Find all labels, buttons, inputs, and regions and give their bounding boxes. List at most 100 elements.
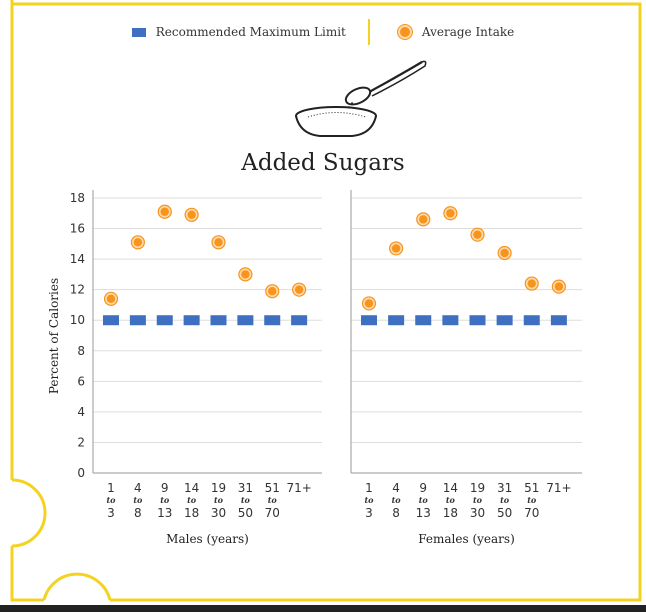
y-tick-label: 2 bbox=[77, 435, 85, 449]
x-tick-label: 13 bbox=[416, 506, 431, 520]
intake-marker bbox=[527, 279, 536, 288]
x-tick-label: 30 bbox=[211, 506, 226, 520]
x-tick-label: 30 bbox=[470, 506, 485, 520]
y-tick-label: 10 bbox=[70, 313, 85, 327]
intake-marker bbox=[160, 207, 169, 216]
limit-marker bbox=[361, 315, 377, 326]
intake-marker bbox=[500, 248, 509, 258]
x-tick-label: 70 bbox=[265, 506, 280, 520]
x-tick-label: to bbox=[364, 495, 374, 505]
limit-marker bbox=[469, 315, 486, 326]
x-tick-label: to bbox=[446, 495, 456, 505]
legend-label-intake: Average Intake bbox=[421, 25, 515, 39]
y-tick-label: 14 bbox=[70, 252, 85, 266]
x-tick-label: 50 bbox=[238, 506, 253, 520]
intake-marker bbox=[241, 270, 250, 279]
x-tick-label: 9 bbox=[161, 481, 169, 495]
x-tick-label: 14 bbox=[184, 481, 199, 495]
y-tick-label: 16 bbox=[70, 222, 85, 236]
intake-marker bbox=[446, 209, 455, 218]
limit-marker bbox=[129, 315, 146, 326]
intake-marker bbox=[364, 299, 374, 308]
y-tick-label: 8 bbox=[77, 344, 85, 358]
limit-marker bbox=[210, 315, 227, 326]
intake-marker bbox=[268, 286, 277, 296]
limit-marker bbox=[237, 315, 254, 326]
limit-marker bbox=[103, 315, 119, 326]
x-tick-label: 4 bbox=[134, 481, 142, 495]
y-axis-label: Percent of Calories bbox=[47, 278, 61, 394]
limit-marker bbox=[388, 315, 405, 326]
y-tick-label: 0 bbox=[77, 466, 85, 480]
x-tick-label: 18 bbox=[184, 506, 199, 520]
x-axis-label: Females (years) bbox=[418, 532, 515, 546]
x-tick-label: 9 bbox=[419, 481, 427, 495]
x-tick-label: 1 bbox=[365, 481, 373, 495]
legend-dot-icon bbox=[397, 25, 412, 39]
legend-item-limit: Recommended Maximum Limit bbox=[131, 25, 346, 39]
x-tick-label: 4 bbox=[392, 481, 400, 495]
x-tick-label: to bbox=[106, 495, 116, 505]
intake-marker bbox=[187, 210, 196, 220]
intake-marker bbox=[106, 294, 116, 304]
limit-marker bbox=[442, 315, 459, 326]
x-tick-label: 13 bbox=[157, 506, 172, 520]
intake-marker bbox=[554, 282, 564, 291]
x-tick-label: to bbox=[214, 495, 224, 505]
intake-marker bbox=[473, 230, 482, 239]
x-tick-label: to bbox=[133, 495, 143, 505]
x-tick-label: 19 bbox=[211, 481, 226, 495]
legend-item-intake: Average Intake bbox=[397, 25, 515, 39]
x-tick-label: to bbox=[527, 495, 537, 505]
x-tick-label: to bbox=[187, 495, 197, 505]
x-tick-label: 50 bbox=[497, 506, 512, 520]
x-tick-label: 1 bbox=[107, 481, 115, 495]
limit-marker bbox=[291, 315, 308, 326]
x-tick-label: to bbox=[473, 495, 483, 505]
x-tick-label: 3 bbox=[107, 506, 115, 520]
chart-title: Added Sugars bbox=[241, 150, 405, 176]
limit-marker bbox=[550, 315, 567, 326]
x-tick-label: 19 bbox=[470, 481, 485, 495]
intake-marker bbox=[419, 215, 428, 224]
y-tick-label: 6 bbox=[77, 374, 85, 388]
limit-marker bbox=[523, 315, 540, 326]
limit-marker bbox=[415, 315, 432, 326]
x-axis-label: Males (years) bbox=[166, 532, 249, 546]
intake-marker bbox=[391, 244, 401, 253]
intake-marker bbox=[214, 238, 223, 247]
x-tick-label: 8 bbox=[134, 506, 142, 520]
x-tick-label: 31 bbox=[497, 481, 512, 495]
x-tick-label: 18 bbox=[443, 506, 458, 520]
legend: Recommended Maximum Limit Average Intake bbox=[0, 19, 646, 45]
limit-marker bbox=[496, 315, 513, 326]
x-tick-label: 3 bbox=[365, 506, 373, 520]
limit-marker bbox=[156, 315, 173, 326]
y-tick-label: 12 bbox=[70, 283, 85, 297]
x-tick-label: to bbox=[392, 495, 402, 505]
intake-marker bbox=[133, 238, 143, 247]
limit-marker bbox=[264, 315, 281, 326]
x-tick-label: 51 bbox=[524, 481, 539, 495]
y-tick-label: 4 bbox=[77, 405, 85, 419]
x-tick-label: 71+ bbox=[546, 481, 571, 495]
x-tick-label: to bbox=[500, 495, 510, 505]
x-tick-label: 70 bbox=[524, 506, 539, 520]
x-tick-label: to bbox=[160, 495, 170, 505]
intake-marker bbox=[294, 285, 304, 294]
x-tick-label: to bbox=[241, 495, 251, 505]
y-tick-label: 18 bbox=[70, 191, 85, 205]
legend-label-limit: Recommended Maximum Limit bbox=[155, 25, 346, 39]
x-tick-label: 31 bbox=[238, 481, 253, 495]
legend-divider bbox=[367, 19, 370, 45]
x-tick-label: to bbox=[419, 495, 429, 505]
x-tick-label: 14 bbox=[443, 481, 458, 495]
limit-marker bbox=[183, 315, 200, 326]
x-tick-label: 8 bbox=[392, 506, 400, 520]
x-tick-label: to bbox=[268, 495, 278, 505]
legend-square-icon bbox=[131, 27, 146, 37]
x-tick-label: 51 bbox=[265, 481, 280, 495]
x-tick-label: 71+ bbox=[286, 481, 311, 495]
